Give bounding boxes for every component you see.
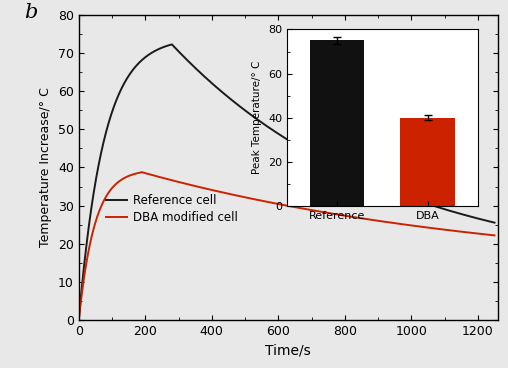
DBA modified cell	[267, 200, 273, 205]
Reference cell	[76, 318, 82, 322]
DBA modified cell	[97, 207, 103, 212]
Reference cell	[267, 126, 273, 131]
DBA modified cell	[278, 202, 284, 207]
DBA modified cell	[403, 223, 409, 227]
Line: DBA modified cell: DBA modified cell	[79, 172, 494, 320]
Reference cell	[480, 217, 486, 222]
Reference cell	[169, 42, 175, 47]
DBA modified cell	[139, 170, 145, 174]
Reference cell	[97, 156, 103, 160]
DBA modified cell	[480, 232, 486, 236]
Reference cell	[491, 220, 497, 225]
Line: Reference cell: Reference cell	[79, 45, 494, 320]
Bar	[310, 40, 364, 206]
Bar	[400, 118, 455, 206]
DBA modified cell	[76, 318, 82, 322]
Y-axis label: Temperature Increase/° C: Temperature Increase/° C	[39, 88, 52, 247]
Reference cell	[403, 194, 409, 199]
DBA modified cell	[491, 233, 497, 238]
Text: b: b	[24, 3, 38, 21]
Reference cell	[278, 133, 284, 138]
Legend: Reference cell, DBA modified cell: Reference cell, DBA modified cell	[102, 190, 243, 229]
DBA modified cell	[480, 232, 486, 236]
Y-axis label: Peak Temperature/° C: Peak Temperature/° C	[252, 61, 263, 174]
Reference cell	[480, 217, 486, 222]
X-axis label: Time/s: Time/s	[265, 344, 311, 358]
